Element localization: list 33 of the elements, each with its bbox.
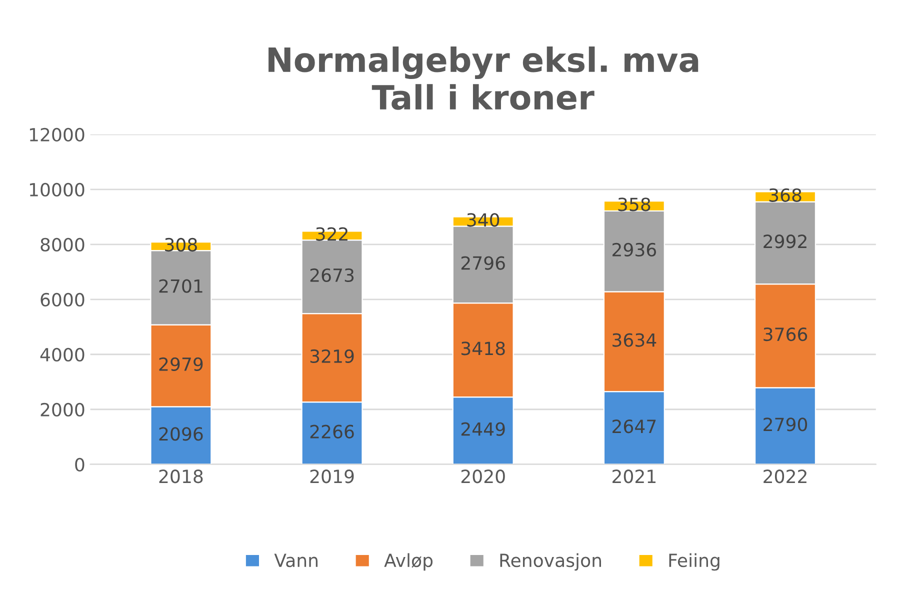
y-tick-label: 10000 — [30, 182, 84, 197]
chart-title: Normalgebyr eksl. mva Tall i kroner — [268, 46, 698, 110]
y-tick-label: 6000 — [40, 292, 84, 307]
data-label: 3418 — [462, 342, 505, 356]
data-label: 2701 — [159, 279, 202, 293]
legend-label: Feiing — [669, 553, 720, 571]
data-label: 2673 — [310, 268, 354, 282]
x-tick-label: 2019 — [310, 470, 354, 484]
y-tick-label: 8000 — [40, 238, 84, 252]
y-tick-label: 4000 — [40, 348, 84, 362]
data-label: 3634 — [612, 333, 656, 347]
legend-label: Avløp — [384, 553, 433, 571]
data-label: 2796 — [461, 256, 505, 270]
legend-label: Vann — [274, 554, 318, 568]
data-label: 2266 — [310, 424, 354, 438]
data-label: 2096 — [159, 427, 203, 441]
data-label: 2979 — [159, 357, 203, 372]
x-tick-label: 2021 — [612, 470, 656, 484]
data-label: 3766 — [764, 327, 808, 342]
y-tick-label: 12000 — [30, 128, 84, 142]
x-tick-label: 2020 — [461, 470, 505, 484]
legend-label: Renovasjon — [500, 553, 601, 571]
data-label: 2790 — [764, 418, 808, 432]
data-label: 2449 — [461, 422, 505, 436]
y-tick-label: 2000 — [40, 402, 84, 416]
data-label: 2992 — [764, 234, 806, 248]
x-tick-label: 2022 — [764, 470, 806, 484]
data-label: 358 — [618, 198, 650, 212]
data-label: 2936 — [612, 242, 656, 257]
y-tick-label: 0 — [75, 458, 84, 472]
data-label: 2647 — [612, 420, 656, 434]
data-label: 3219 — [310, 349, 354, 364]
x-tick-label: 2018 — [159, 470, 203, 484]
